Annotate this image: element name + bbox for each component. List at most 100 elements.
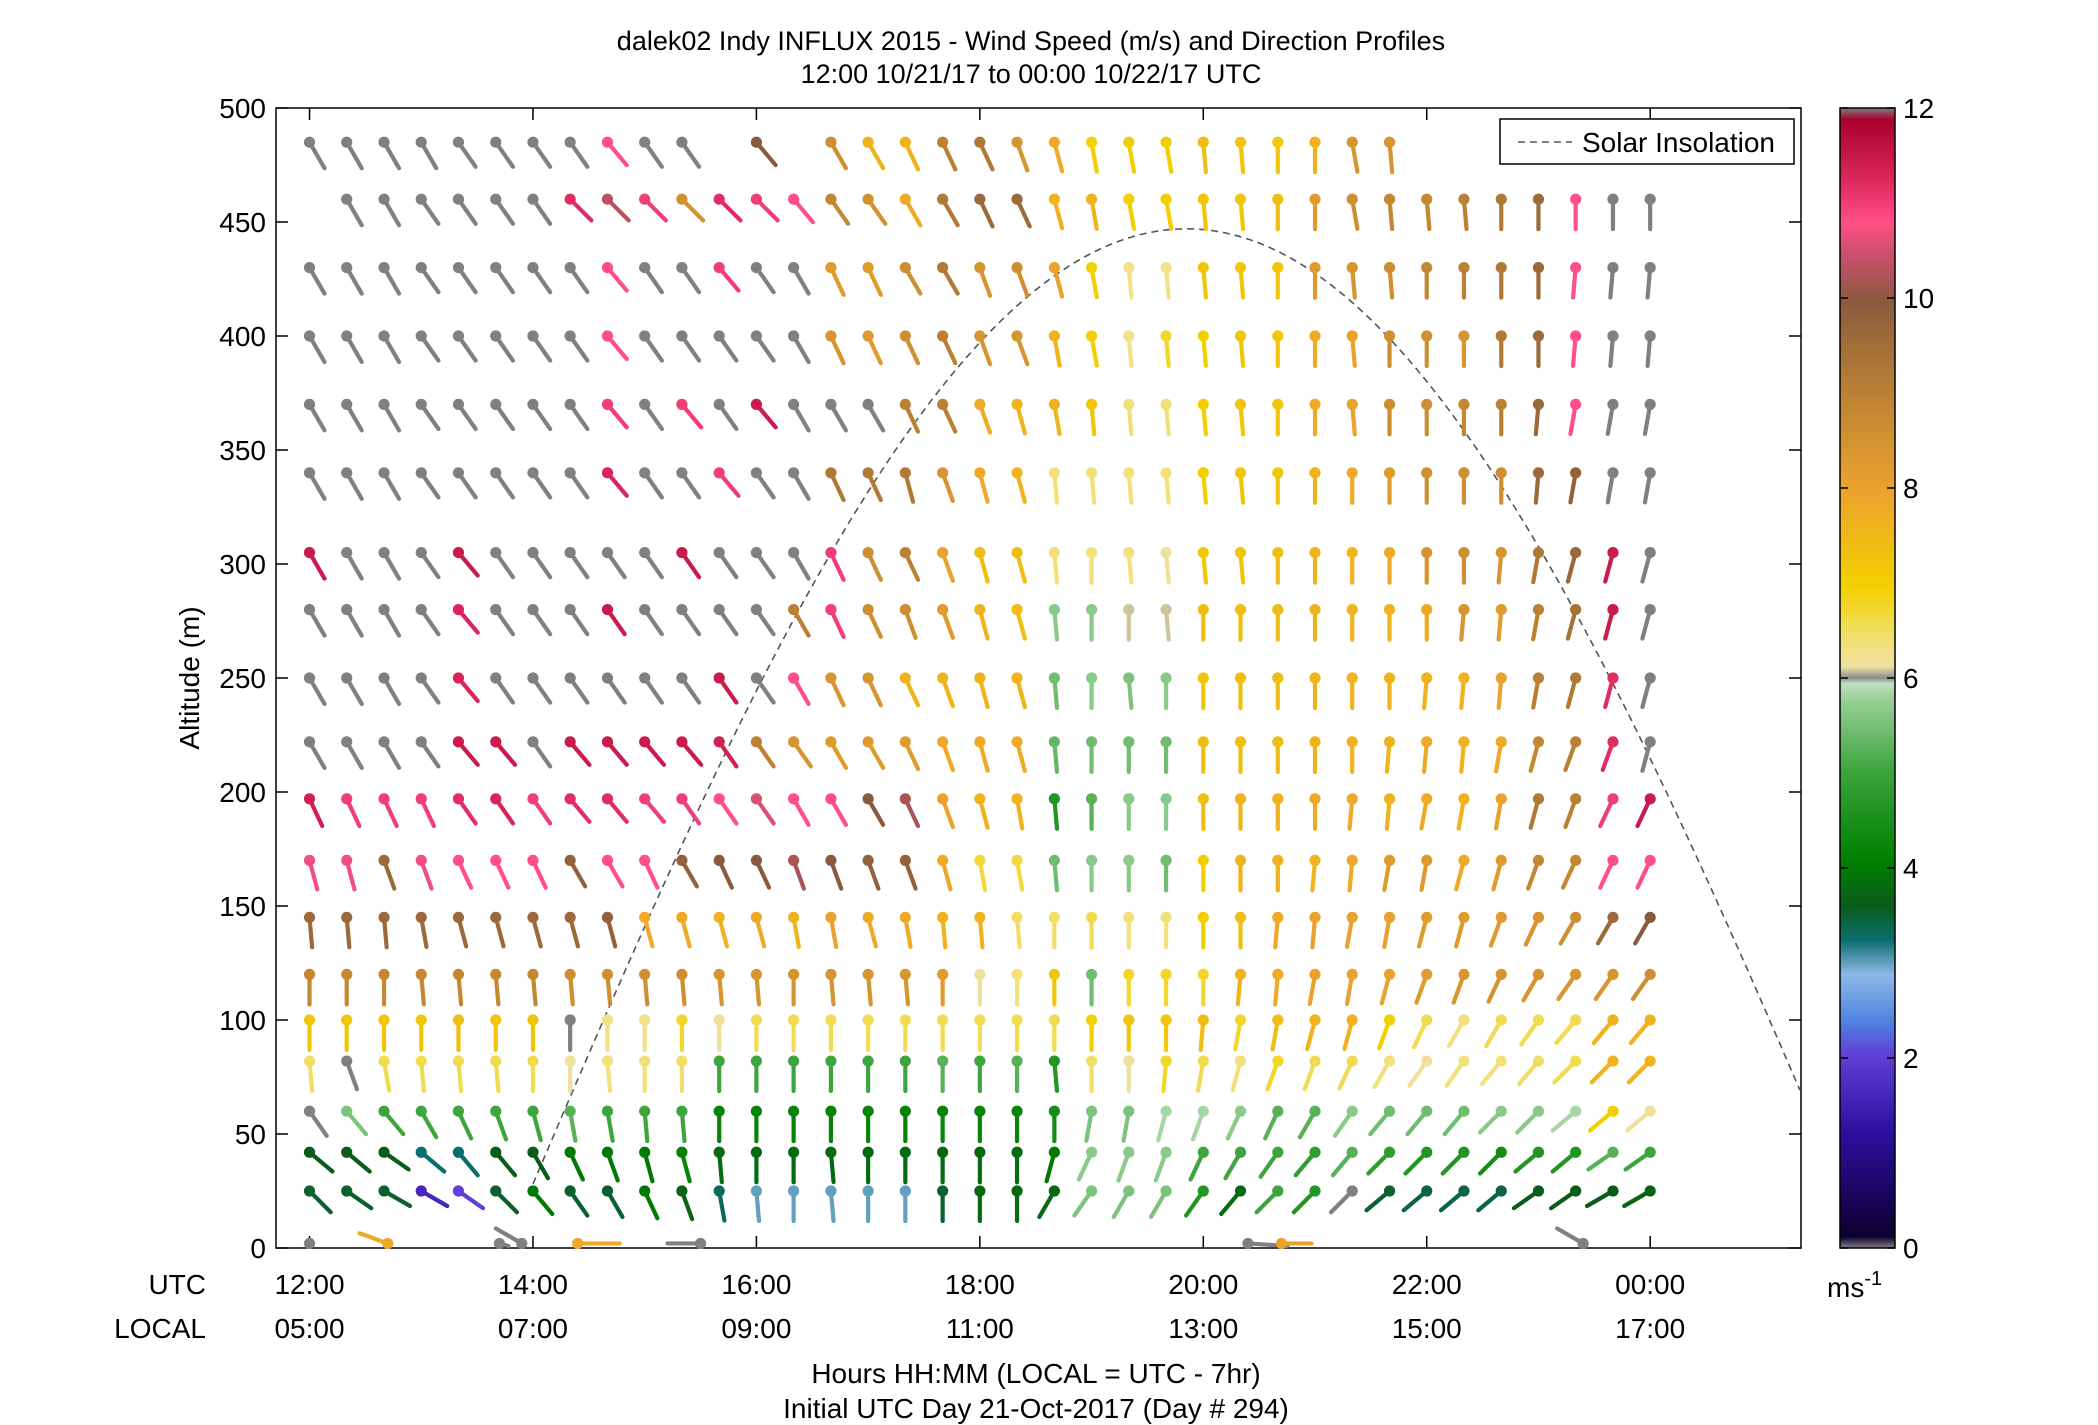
wind-vector <box>1234 854 1247 893</box>
wind-vector <box>1635 793 1656 829</box>
wind-vector <box>713 1014 725 1053</box>
wind-vector <box>490 1055 502 1094</box>
wind-vector <box>1628 1014 1656 1046</box>
x-tick-label-utc: 20:00 <box>1168 1269 1238 1300</box>
wind-vector <box>378 136 402 171</box>
wind-vector <box>1421 736 1433 774</box>
x-tick-label-local: 05:00 <box>274 1313 344 1344</box>
wind-vector <box>1458 736 1470 774</box>
wind-vector <box>1328 1185 1358 1215</box>
wind-vector <box>1011 1014 1023 1053</box>
wind-vector <box>1188 1146 1209 1182</box>
wind-vector <box>303 262 327 296</box>
wind-vector <box>303 1146 335 1174</box>
wind-vector <box>1565 672 1582 710</box>
wind-vector <box>378 262 402 296</box>
wind-vector <box>899 854 918 891</box>
wind-vector <box>1048 547 1060 585</box>
wind-vector <box>825 604 846 639</box>
wind-vector <box>1484 1014 1507 1049</box>
wind-vector <box>341 467 364 501</box>
wind-vector <box>676 467 702 500</box>
wind-vector <box>1048 736 1060 774</box>
wind-vector <box>899 467 916 504</box>
wind-vector <box>1421 672 1433 710</box>
surface-wind-vector <box>1555 1226 1589 1250</box>
wind-vector <box>564 1055 576 1094</box>
wind-vector <box>1405 1105 1433 1137</box>
surface-wind-vector <box>665 1237 707 1250</box>
wind-vector <box>788 547 811 581</box>
wind-vector <box>713 262 741 293</box>
wind-vector <box>899 262 923 296</box>
chart-subtitle: 12:00 10/21/17 to 00:00 10/22/17 UTC <box>801 59 1262 89</box>
wind-vector <box>1421 262 1433 300</box>
wind-vector <box>601 1055 614 1094</box>
wind-vector <box>378 398 402 433</box>
wind-vector <box>303 136 327 171</box>
x-tick-label-utc: 22:00 <box>1392 1269 1462 1300</box>
wind-vector <box>1346 547 1358 585</box>
wind-vector <box>1532 262 1545 300</box>
wind-vector <box>1197 467 1209 505</box>
wind-vector <box>601 136 629 168</box>
wind-vector <box>1048 1014 1060 1053</box>
wind-vector <box>862 672 883 708</box>
wind-vector <box>676 911 692 949</box>
wind-vector <box>974 854 988 893</box>
wind-vector <box>1234 467 1247 505</box>
wind-vector <box>1605 398 1619 437</box>
wind-vector <box>788 467 811 501</box>
wind-vector <box>713 398 739 432</box>
wind-vector <box>527 330 553 363</box>
wind-vector <box>1048 1105 1060 1144</box>
wind-vector <box>601 1185 625 1220</box>
wind-vector <box>1307 968 1321 1007</box>
wind-vector <box>415 1185 450 1209</box>
wind-vector <box>1346 193 1360 231</box>
wind-vector <box>1197 604 1209 642</box>
wind-vector <box>378 911 390 950</box>
y-axis: 0 50 100 150 200 250 300 350 400 450 500 <box>219 93 1801 1264</box>
wind-vector <box>1548 1185 1582 1211</box>
wind-vector <box>1531 672 1545 710</box>
wind-vector <box>676 1185 695 1222</box>
wind-vector <box>601 911 618 949</box>
wind-vector <box>1591 1014 1619 1046</box>
wind-vector <box>490 854 511 890</box>
wind-vector <box>1011 736 1027 773</box>
wind-vector <box>713 1185 727 1223</box>
wind-vector <box>1309 330 1321 369</box>
wind-vector <box>1272 854 1284 893</box>
wind-vector <box>1011 547 1027 584</box>
x-tick-label-local: 07:00 <box>498 1313 568 1344</box>
wind-vector <box>825 672 846 708</box>
wind-vector <box>1160 547 1172 585</box>
wind-vector <box>378 672 402 707</box>
wind-vector <box>862 736 886 770</box>
wind-vector <box>639 330 664 363</box>
wind-vector <box>1183 1185 1209 1218</box>
wind-vector <box>676 262 702 295</box>
wind-vector <box>1493 793 1507 831</box>
wind-vector <box>750 1105 763 1144</box>
wind-vector <box>341 1146 372 1174</box>
wind-vector <box>1160 398 1172 437</box>
wind-vector <box>974 672 990 710</box>
wind-vector <box>899 793 921 829</box>
x-row-label-local: LOCAL <box>114 1313 206 1344</box>
wind-vector <box>788 1146 800 1185</box>
wind-vector <box>1048 467 1060 505</box>
wind-vector <box>1337 1055 1358 1091</box>
wind-vector <box>1565 547 1582 584</box>
wind-vector <box>1123 854 1135 893</box>
wind-vector <box>415 398 441 432</box>
wind-vector <box>527 793 553 826</box>
wind-vector <box>452 262 478 295</box>
wind-vector <box>974 136 995 172</box>
wind-vector <box>676 1146 692 1184</box>
wind-vector <box>713 854 734 890</box>
wind-vector <box>378 1185 413 1209</box>
wind-vector <box>415 854 434 891</box>
wind-vector <box>713 911 730 949</box>
